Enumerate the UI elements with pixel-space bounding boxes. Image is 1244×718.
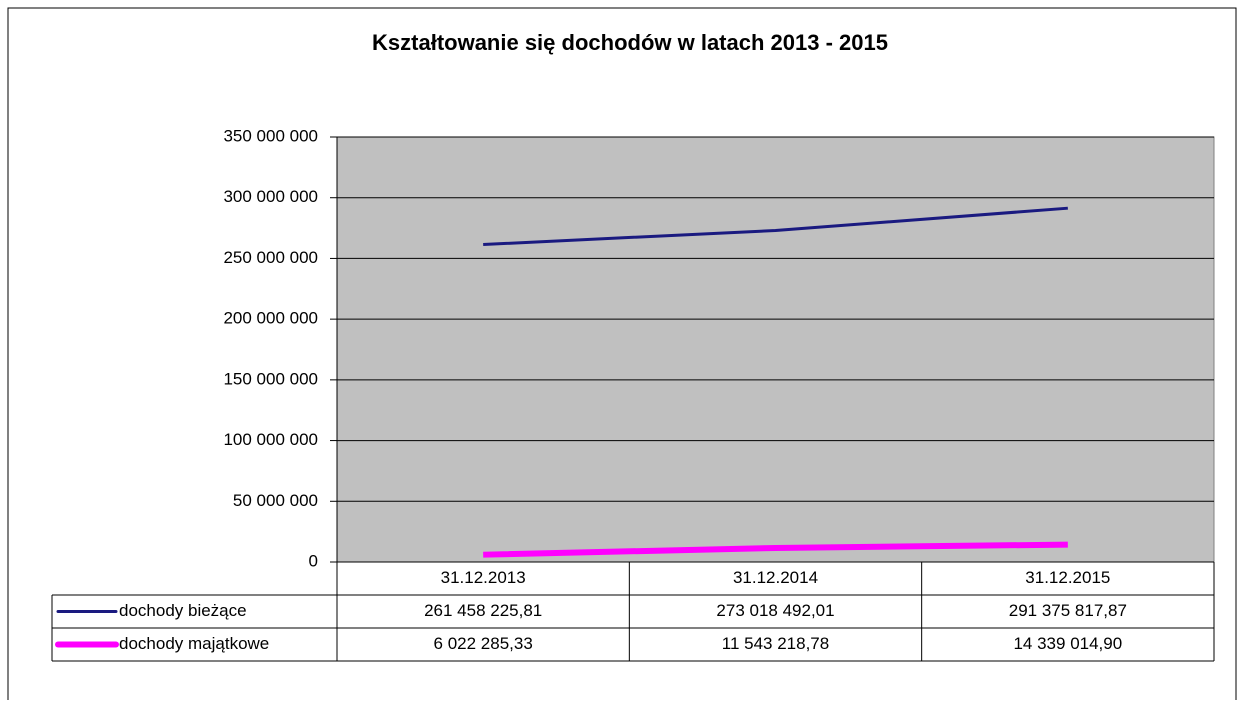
x-tick-label: 31.12.2015: [1025, 568, 1110, 587]
y-tick-label: 350 000 000: [223, 126, 318, 145]
series-line: [483, 541, 1068, 558]
data-label: 14 339 014,90: [1013, 634, 1122, 653]
data-label: 6 022 285,33: [434, 634, 533, 653]
x-tick-label: 31.12.2014: [733, 568, 818, 587]
y-tick-label: 200 000 000: [223, 309, 318, 328]
chart-border: [7, 7, 1237, 700]
x-tick-label: 31.12.2013: [441, 568, 526, 587]
legend-label: dochody bieżące: [119, 601, 247, 620]
data-label: 273 018 492,01: [716, 601, 834, 620]
plot-area: [336, 136, 1215, 563]
data-label: 261 458 225,81: [424, 601, 542, 620]
y-tick-label: 150 000 000: [223, 369, 318, 388]
series-line: [483, 206, 1068, 247]
data-label: 11 543 218,78: [722, 634, 829, 653]
y-tick-label: 0: [309, 551, 318, 570]
y-tick-label: 100 000 000: [223, 430, 318, 449]
chart-title: Kształtowanie się dochodów w latach 2013…: [372, 30, 888, 55]
y-tick-label: 250 000 000: [223, 248, 318, 267]
y-tick-label: 300 000 000: [223, 187, 318, 206]
legend-label: dochody majątkowe: [119, 634, 269, 653]
y-tick-label: 50 000 000: [233, 491, 318, 510]
data-label: 291 375 817,87: [1009, 601, 1127, 620]
